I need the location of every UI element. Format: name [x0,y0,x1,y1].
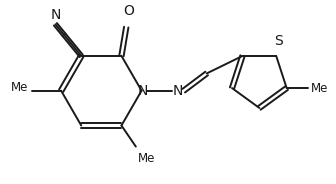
Text: N: N [137,84,148,98]
Text: Me: Me [11,81,29,94]
Text: Me: Me [138,152,155,165]
Text: N: N [173,84,183,98]
Text: S: S [274,34,283,48]
Text: N: N [50,8,60,22]
Text: O: O [124,3,134,17]
Text: Me: Me [310,82,328,95]
